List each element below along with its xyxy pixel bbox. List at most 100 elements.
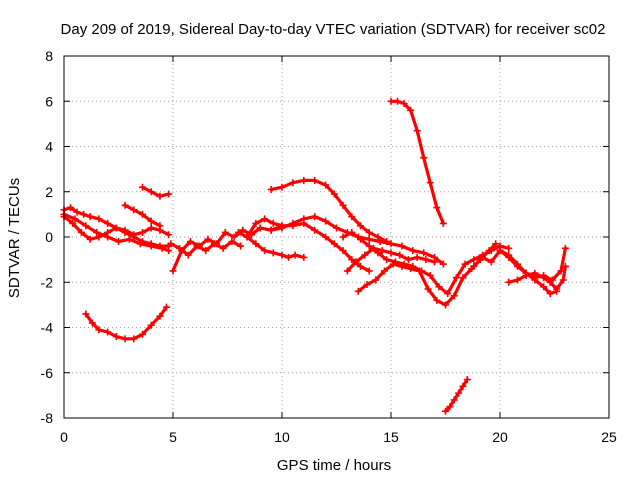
data-point <box>322 181 330 189</box>
data-point <box>398 242 406 250</box>
data-point <box>505 278 513 286</box>
data-point <box>86 235 94 243</box>
axis-ticks <box>63 55 610 419</box>
data-point <box>407 106 415 114</box>
data-point <box>210 240 218 248</box>
data-point <box>311 213 319 221</box>
data-point <box>285 253 293 261</box>
data-point <box>278 183 286 191</box>
data-point <box>333 224 340 232</box>
series-trace-12 <box>267 176 391 246</box>
data-point <box>147 188 155 196</box>
data-point <box>165 190 173 198</box>
data-point <box>138 210 146 218</box>
data-point <box>513 276 521 284</box>
data-point <box>165 247 173 255</box>
data-point <box>409 247 417 255</box>
data-point <box>354 287 362 295</box>
data-point <box>115 238 122 246</box>
y-tick-label: 2 <box>45 184 53 200</box>
data-point <box>176 244 184 252</box>
data-point <box>398 262 406 270</box>
y-tick-label: -8 <box>41 410 54 426</box>
series-trace-9 <box>234 228 308 261</box>
data-point <box>322 217 330 225</box>
series-trace-17 <box>442 376 471 415</box>
data-point <box>383 256 391 264</box>
data-point <box>492 240 500 248</box>
data-point <box>289 179 297 187</box>
data-point <box>237 242 245 250</box>
data-point <box>130 335 138 343</box>
y-tick-label: 6 <box>45 93 53 109</box>
data-point <box>505 253 513 261</box>
data-point <box>267 226 275 234</box>
data-point <box>363 281 371 289</box>
data-point <box>433 204 441 212</box>
data-point <box>95 215 103 223</box>
data-point <box>442 407 449 415</box>
data-point <box>221 228 229 236</box>
data-point <box>459 274 467 282</box>
data-point <box>450 396 458 404</box>
data-point <box>387 97 395 105</box>
data-point <box>433 296 441 304</box>
data-point <box>356 222 364 230</box>
data-point <box>365 267 373 275</box>
x-tick-label: 20 <box>492 429 508 445</box>
data-point <box>365 228 373 236</box>
data-point <box>88 319 96 327</box>
chart-title: Day 209 of 2019, Sidereal Day-to-day VTE… <box>61 21 606 38</box>
data-point <box>415 267 423 275</box>
data-point <box>156 222 164 230</box>
data-point <box>365 242 373 250</box>
data-point <box>230 233 238 241</box>
data-point <box>413 127 421 135</box>
series-trace-4 <box>138 183 173 200</box>
data-point <box>267 185 275 193</box>
data-point <box>104 219 112 227</box>
data-point <box>370 244 378 252</box>
data-point <box>261 247 269 255</box>
data-point <box>470 262 478 270</box>
data-point <box>559 276 567 284</box>
data-point <box>330 190 338 198</box>
data-point <box>138 228 146 236</box>
data-point <box>82 310 90 318</box>
data-point <box>86 213 94 221</box>
data-point <box>513 262 521 270</box>
data-point <box>256 224 264 232</box>
data-point <box>339 201 347 209</box>
x-tick-label: 25 <box>601 429 617 445</box>
data-point <box>463 376 471 384</box>
data-point <box>540 274 548 282</box>
y-tick-label: 0 <box>45 229 53 245</box>
data-point <box>435 283 443 291</box>
data-point <box>352 258 360 266</box>
data-point <box>125 235 133 243</box>
data-point <box>446 403 454 411</box>
data-point <box>442 301 449 309</box>
data-point <box>339 247 347 255</box>
data-series <box>60 97 569 415</box>
data-point <box>389 260 397 268</box>
data-point <box>136 240 144 248</box>
series-trace-8 <box>167 238 245 259</box>
data-point <box>356 262 364 270</box>
data-point <box>278 224 286 232</box>
data-point <box>71 215 79 223</box>
data-point <box>561 244 569 252</box>
data-point <box>459 382 467 390</box>
data-point <box>444 290 452 298</box>
data-point <box>300 176 308 184</box>
data-point <box>452 274 460 282</box>
data-point <box>546 278 554 286</box>
y-tick-label: 8 <box>45 48 53 64</box>
series-trace-5 <box>121 201 164 230</box>
data-point <box>112 224 120 232</box>
data-point <box>169 267 177 275</box>
data-point <box>374 233 382 241</box>
data-point <box>531 269 539 277</box>
data-point <box>561 262 569 270</box>
data-point <box>322 233 330 241</box>
